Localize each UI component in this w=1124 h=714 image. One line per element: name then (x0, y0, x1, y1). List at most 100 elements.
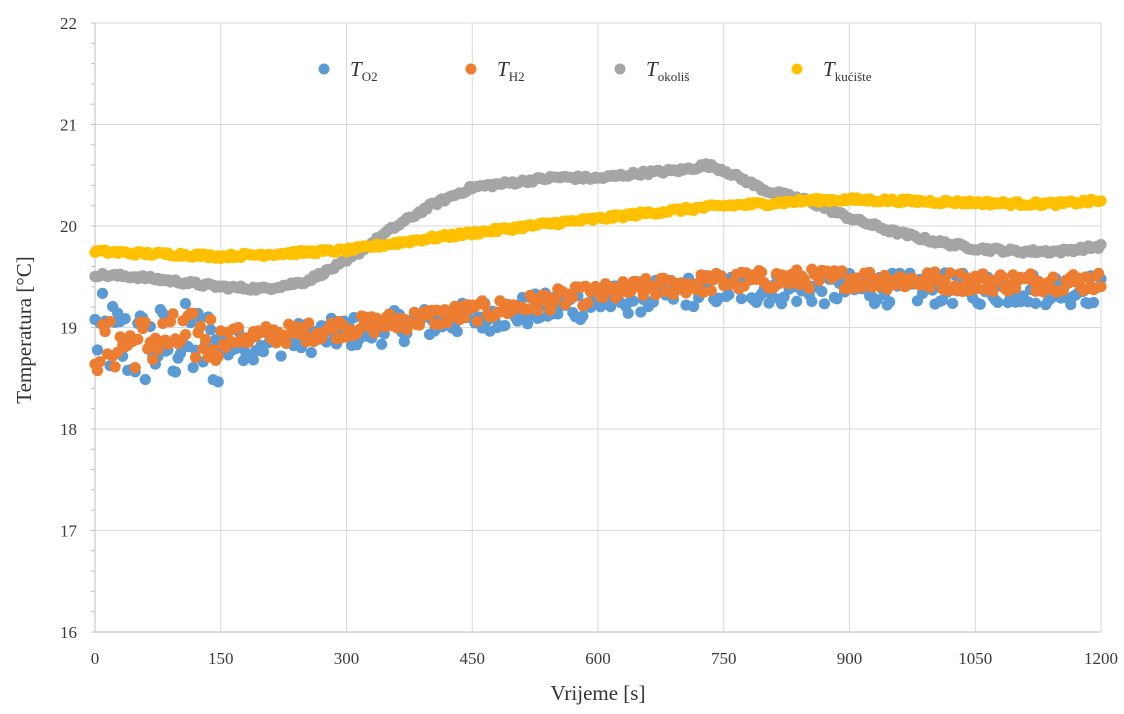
y-tick-label: 22 (60, 14, 77, 33)
data-point (139, 316, 151, 328)
data-point (1047, 271, 1059, 283)
data-point (232, 321, 244, 334)
data-point (104, 316, 116, 328)
data-point (167, 308, 179, 320)
data-point (803, 282, 815, 294)
data-point (992, 296, 1004, 308)
data-point (605, 301, 617, 313)
data-point (997, 271, 1009, 283)
legend: TO2 TH2 Tokoliš Tkućište (318, 57, 872, 84)
data-point (688, 300, 700, 313)
data-point (977, 268, 989, 280)
legend-label-main: T (350, 57, 363, 81)
data-point (813, 274, 825, 287)
y-tick-label: 21 (60, 116, 77, 135)
series-2-points (89, 263, 1107, 377)
legend-label-sub: okoliš (658, 69, 690, 84)
data-point (91, 365, 104, 377)
data-point (738, 280, 750, 292)
axes-layer (94, 23, 1101, 633)
data-point (637, 289, 649, 301)
series-4-points (89, 192, 1107, 264)
y-tick-label: 18 (60, 420, 77, 439)
data-point (275, 350, 287, 362)
legend-label-sub: H2 (509, 69, 525, 84)
data-point (1092, 267, 1105, 279)
data-point (567, 291, 579, 303)
data-point (1095, 195, 1107, 207)
data-point (459, 312, 471, 324)
data-point (1080, 271, 1092, 283)
legend-label: TO2 (350, 57, 378, 84)
grid-layer (91, 22, 1102, 633)
data-point (179, 329, 192, 341)
data-point (627, 295, 639, 307)
legend-label-sub: O2 (362, 69, 378, 84)
legend-marker (791, 63, 803, 75)
data-point (99, 326, 111, 338)
data-point (91, 344, 104, 356)
legend-label: Tokoliš (646, 57, 689, 84)
data-point (129, 362, 141, 374)
data-point (1095, 239, 1107, 251)
data-point (735, 293, 748, 305)
data-point (471, 315, 483, 327)
data-point (974, 298, 986, 310)
data-point (247, 354, 259, 366)
legend-label: TH2 (497, 57, 525, 84)
data-point (625, 285, 637, 298)
data-point (147, 354, 159, 366)
data-point (723, 289, 735, 301)
data-point (522, 318, 534, 330)
legend-label-main: T (823, 57, 836, 81)
data-point (212, 350, 224, 363)
data-point (778, 291, 790, 303)
data-point (187, 362, 199, 374)
legend-marker (465, 63, 477, 75)
data-point (1087, 296, 1100, 309)
data-point (152, 344, 164, 356)
data-point (169, 366, 182, 378)
data-point (479, 299, 491, 311)
data-point (205, 324, 217, 336)
data-point (582, 297, 594, 309)
x-tick-label: 300 (334, 649, 360, 668)
data-point (1032, 275, 1044, 287)
data-points-layer (89, 158, 1107, 388)
y-axis-title: Temperatura [°C] (12, 256, 36, 403)
data-point (937, 294, 949, 306)
data-point (280, 337, 292, 349)
x-tick-label: 900 (837, 649, 863, 668)
data-point (806, 295, 818, 307)
x-tick-label: 750 (711, 649, 737, 668)
data-point (303, 317, 315, 329)
data-point (1030, 297, 1042, 309)
data-point (532, 304, 544, 316)
data-point (947, 297, 959, 309)
x-tick-label: 0 (91, 649, 100, 668)
data-point (836, 265, 848, 277)
legend-label-sub: kućište (835, 69, 872, 84)
data-point (205, 314, 217, 326)
legend-label: Tkućište (823, 57, 872, 84)
data-point (212, 376, 224, 388)
data-point (499, 320, 511, 332)
y-tick-label: 20 (60, 217, 77, 236)
y-tick-label: 19 (60, 319, 77, 338)
data-point (763, 297, 775, 309)
data-point (96, 287, 109, 299)
data-point (195, 320, 207, 332)
data-point (109, 361, 121, 373)
data-point (755, 266, 768, 278)
x-tick-label: 1200 (1084, 649, 1118, 668)
legend-item: TO2 (318, 57, 378, 84)
y-tick-label: 16 (60, 623, 77, 642)
data-point (831, 293, 843, 305)
data-point (791, 295, 803, 307)
data-point (650, 289, 662, 301)
legend-label-main: T (497, 57, 510, 81)
data-point (179, 298, 192, 310)
legend-marker (614, 63, 626, 75)
data-point (884, 296, 896, 308)
